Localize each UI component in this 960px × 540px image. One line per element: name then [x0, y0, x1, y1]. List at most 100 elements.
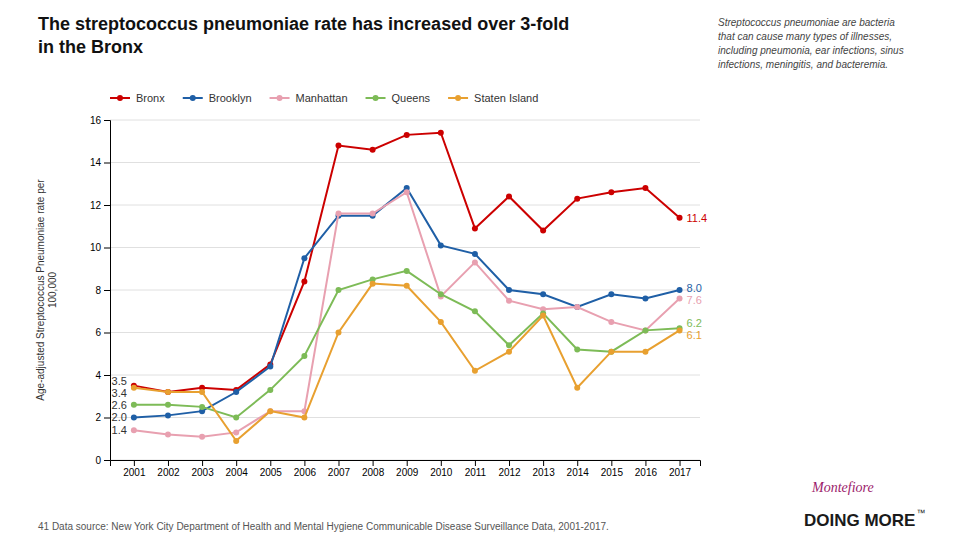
- series-point: [574, 304, 580, 310]
- x-tick-label: 2005: [260, 467, 283, 478]
- legend-marker: [277, 95, 283, 101]
- legend-item: Queens: [366, 92, 431, 104]
- x-axis: 2001200220032004200520062007200820092010…: [111, 460, 701, 478]
- title-line: The streptococcus pneumoniae rate has in…: [38, 14, 569, 34]
- series-point: [131, 415, 137, 421]
- x-tick-label: 2004: [226, 467, 249, 478]
- series-point: [301, 415, 307, 421]
- x-tick-mark: [168, 460, 169, 466]
- y-tick-label: 4: [95, 370, 101, 381]
- annotation-line: infections, meningitis, and bacteremia.: [718, 59, 888, 70]
- series-point: [677, 296, 683, 302]
- logo-slogan: DOING MORE: [804, 511, 915, 530]
- series-point: [233, 438, 239, 444]
- legend-label: Brooklyn: [209, 92, 252, 104]
- x-tick-label: 2016: [635, 467, 658, 478]
- series-point: [370, 211, 376, 217]
- x-tick: 2014: [567, 460, 590, 478]
- series-point: [438, 319, 444, 325]
- legend-item: Staten Island: [448, 92, 538, 104]
- y-tick: 10: [90, 242, 110, 253]
- legend-label: Staten Island: [474, 92, 538, 104]
- x-tick-mark: [509, 460, 510, 466]
- series-point: [267, 364, 273, 370]
- legend-item: Brooklyn: [183, 92, 252, 104]
- series-point: [233, 429, 239, 435]
- series-point: [574, 304, 580, 310]
- data-label: 7.6: [687, 294, 702, 306]
- series-point: [472, 225, 478, 231]
- annotation-line: Streptococcus pneumoniae are bacteria: [718, 17, 895, 28]
- series-point: [165, 402, 171, 408]
- series-point: [131, 427, 137, 433]
- y-axis-title: Age-adjusted Streptococcus Pneumoniae ra…: [35, 179, 58, 401]
- y-tick-mark: [104, 333, 110, 334]
- series-point: [608, 189, 614, 195]
- series-point: [472, 308, 478, 314]
- y-tick-mark: [104, 205, 110, 206]
- x-tick-mark: [577, 460, 578, 466]
- plot-area: [131, 130, 683, 444]
- grid-line: [110, 375, 700, 376]
- y-tick-mark: [104, 163, 110, 164]
- series-point: [404, 189, 410, 195]
- x-tick-mark: [611, 460, 612, 466]
- series-point: [267, 408, 273, 414]
- legend-marker: [373, 95, 379, 101]
- series-point: [335, 211, 341, 217]
- data-label: 1.4: [112, 424, 127, 436]
- x-tick: 2016: [635, 460, 658, 478]
- annotation-line: that can cause many types of illnesses,: [718, 31, 892, 42]
- x-tick-mark: [645, 460, 646, 466]
- x-tick: 2009: [396, 460, 419, 478]
- annotation: Streptococcus pneumoniae are bacteria tha…: [718, 17, 904, 70]
- y-tick-label: 0: [95, 455, 101, 466]
- x-tick-mark: [680, 460, 681, 466]
- x-tick: 2003: [191, 460, 214, 478]
- x-tick-label: 2002: [157, 467, 180, 478]
- series-point: [301, 353, 307, 359]
- data-label: 6.1: [687, 329, 702, 341]
- y-axis: 0246810121416: [90, 115, 111, 466]
- x-tick-label: 2015: [601, 467, 624, 478]
- x-tick-mark: [543, 460, 544, 466]
- legend: BronxBrooklynManhattanQueensStaten Islan…: [110, 92, 538, 104]
- x-tick-label: 2017: [669, 467, 692, 478]
- y-axis-title-line: Age-adjusted Streptococcus Pneumoniae ra…: [35, 179, 46, 401]
- title: The streptococcus pneumoniae rate has in…: [38, 14, 569, 57]
- x-tick-label: 2006: [294, 467, 317, 478]
- series-point: [131, 402, 137, 408]
- y-tick: 2: [95, 412, 110, 423]
- footer: 41 Data source: New York City Department…: [38, 521, 609, 532]
- x-tick-mark: [134, 460, 135, 466]
- series-point: [574, 347, 580, 353]
- y-tick-label: 14: [90, 157, 102, 168]
- series-point: [608, 291, 614, 297]
- grid-line: [110, 205, 700, 206]
- series-point: [608, 319, 614, 325]
- series-point: [233, 389, 239, 395]
- y-axis-title-line: 100,000: [47, 271, 58, 308]
- series-point: [506, 342, 512, 348]
- data-label: 2.0: [112, 411, 127, 423]
- series-point: [642, 349, 648, 355]
- series-line: [134, 188, 680, 418]
- y-tick: 16: [90, 115, 110, 126]
- y-tick-mark: [104, 418, 110, 419]
- data-labels: 3.53.42.62.01.411.48.07.66.26.1: [112, 212, 708, 437]
- legend-marker: [117, 95, 123, 101]
- grid: [110, 120, 700, 460]
- series-point: [233, 415, 239, 421]
- y-tick-label: 12: [90, 200, 102, 211]
- series-point: [165, 432, 171, 438]
- y-tick: 4: [95, 370, 110, 381]
- x-tick-mark: [475, 460, 476, 466]
- series-point: [506, 298, 512, 304]
- x-tick-mark: [338, 460, 339, 466]
- data-label: 2.6: [112, 399, 127, 411]
- x-tick-label: 2003: [191, 467, 214, 478]
- x-tick-mark: [270, 460, 271, 466]
- grid-line: [110, 290, 700, 291]
- x-tick-label: 2009: [396, 467, 419, 478]
- x-tick: 2008: [362, 460, 385, 478]
